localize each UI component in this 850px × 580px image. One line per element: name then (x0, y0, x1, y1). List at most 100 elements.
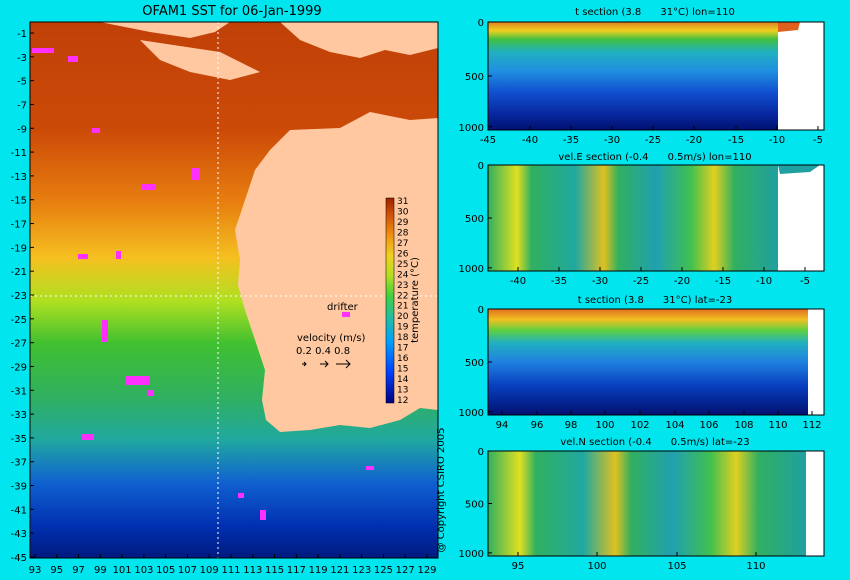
colorbar-tick-label: 30 (397, 207, 409, 217)
section-y-tick-label: 1000 (459, 264, 484, 275)
section-x-tick-label: 108 (734, 420, 753, 431)
lat-tick-label: -5 (17, 77, 27, 88)
section-panel-t-lat-23 (487, 308, 825, 416)
velocity-legend-arrows (302, 359, 351, 369)
lat-tick-label: -25 (11, 315, 27, 326)
colorbar-tick-label: 19 (397, 323, 409, 333)
colorbar-tick-label: 25 (397, 260, 408, 270)
lon-tick-label: 105 (156, 565, 175, 576)
sst-map (30, 22, 438, 558)
colorbar-tick-label: 15 (397, 365, 408, 375)
colorbar-label: temperature (°C) (410, 257, 421, 343)
section-x-tick-label: -5 (813, 135, 823, 146)
lon-tick-label: 95 (50, 565, 63, 576)
drifter-legend-label: drifter (327, 302, 359, 313)
lon-tick-label: 125 (374, 565, 393, 576)
section-title-2: t section (3.8 31°C) lat=-23 (578, 295, 733, 306)
lat-tick-label: -21 (11, 267, 27, 278)
colorbar-tick-label: 16 (397, 354, 409, 364)
section-x-tick-label: 95 (512, 561, 525, 572)
lon-tick-label: 115 (265, 565, 284, 576)
section-x-tick-label: -30 (592, 276, 608, 287)
section-panel-velE-lon110 (487, 164, 825, 272)
lat-tick-label: -3 (17, 53, 27, 64)
colorbar-tick-label: 18 (397, 333, 409, 343)
lat-tick-label: -23 (11, 291, 27, 302)
section-y-tick-label: 500 (465, 72, 484, 83)
lon-tick-label: 117 (287, 565, 306, 576)
colorbar-tick-label: 14 (397, 375, 409, 385)
section-x-tick-label: -40 (522, 135, 538, 146)
lat-tick-label: -27 (11, 339, 27, 350)
lat-tick-label: -13 (11, 172, 27, 183)
section-y-tick-label: 500 (465, 214, 484, 225)
section-x-tick-label: 102 (630, 420, 649, 431)
colorbar (385, 197, 395, 404)
map-title: OFAM1 SST for 06-Jan-1999 (142, 4, 321, 19)
colorbar-tick-label: 17 (397, 344, 408, 354)
lat-tick-label: -9 (17, 124, 27, 135)
colorbar-tick-label: 31 (397, 197, 408, 207)
lon-tick-label: 123 (352, 565, 371, 576)
lon-tick-label: 101 (113, 565, 132, 576)
lon-tick-label: 111 (221, 565, 240, 576)
section-title-0: t section (3.8 31°C) lon=110 (575, 7, 735, 18)
colorbar-tick-label: 22 (397, 291, 408, 301)
land-java (140, 40, 260, 80)
section-x-tick-label: 100 (587, 561, 606, 572)
lat-tick-label: -37 (11, 458, 27, 469)
lat-tick-label: -33 (11, 410, 27, 421)
lon-tick-label: 121 (330, 565, 349, 576)
colorbar-tick-label: 23 (397, 281, 408, 291)
lat-tick-label: -29 (11, 362, 27, 373)
section-x-tick-label: 104 (665, 420, 684, 431)
section-x-tick-label: -25 (645, 135, 661, 146)
velocity-legend-values: 0.2 0.4 0.8 (296, 346, 350, 357)
lat-tick-label: -43 (11, 529, 27, 540)
section-x-tick-label: -5 (800, 276, 810, 287)
velocity-legend-label: velocity (m/s) (297, 333, 365, 344)
copyright-notice: @ Copyright CSIRO 2005 (436, 428, 447, 553)
section-x-tick-label: 100 (595, 420, 614, 431)
lat-tick-label: -17 (11, 220, 27, 231)
section-y-tick-label: 1000 (459, 549, 484, 560)
section-title-3: vel.N section (-0.4 0.5m/s) lat=-23 (560, 437, 749, 448)
section-x-tick-label: 94 (496, 420, 509, 431)
section-x-tick-label: -20 (674, 276, 690, 287)
colorbar-tick-label: 20 (397, 312, 409, 322)
lat-tick-label: -39 (11, 482, 27, 493)
colorbar-tick-label: 21 (397, 302, 408, 312)
section-x-tick-label: 110 (768, 420, 787, 431)
section-panel-t-lon110 (487, 21, 825, 131)
colorbar-tick-label: 28 (397, 228, 409, 238)
section-x-tick-label: -10 (769, 135, 785, 146)
section-x-tick-label: -30 (604, 135, 620, 146)
lat-tick-label: -7 (17, 100, 27, 111)
section-x-tick-label: -10 (756, 276, 772, 287)
section-x-tick-label: -20 (686, 135, 702, 146)
section-x-tick-label: 106 (699, 420, 718, 431)
lat-tick-label: -11 (11, 148, 27, 159)
section-y-tick-label: 0 (478, 305, 484, 316)
lat-tick-label: -41 (11, 505, 27, 516)
lon-tick-label: 109 (200, 565, 219, 576)
colorbar-tick-label: 26 (397, 249, 409, 259)
colorbar-tick-label: 12 (397, 396, 408, 406)
longitude-axis: 93 95 97 99 101 103 105 107 109 111 113 115 117 119 12… (29, 554, 437, 576)
lon-tick-label: 107 (178, 565, 197, 576)
section-y-tick-label: 500 (465, 500, 484, 511)
lat-tick-label: -31 (11, 386, 27, 397)
section-x-tick-label: -35 (563, 135, 579, 146)
section-y-tick-label: 1000 (459, 408, 484, 419)
lat-tick-label: -45 (11, 553, 27, 564)
latitude-axis: -1 -3 -5 -7 -9 -11 -13 -15 -17 -19 -21 -23 -25 -27 -29… (11, 29, 34, 564)
section-y-tick-label: 0 (478, 161, 484, 172)
colorbar-tick-label: 13 (397, 386, 408, 396)
colorbar-tick-label: 27 (397, 239, 408, 249)
lat-tick-label: -15 (11, 196, 27, 207)
section-y-tick-label: 0 (478, 18, 484, 29)
colorbar-tick-label: 29 (397, 218, 409, 228)
section-y-tick-label: 500 (465, 358, 484, 369)
